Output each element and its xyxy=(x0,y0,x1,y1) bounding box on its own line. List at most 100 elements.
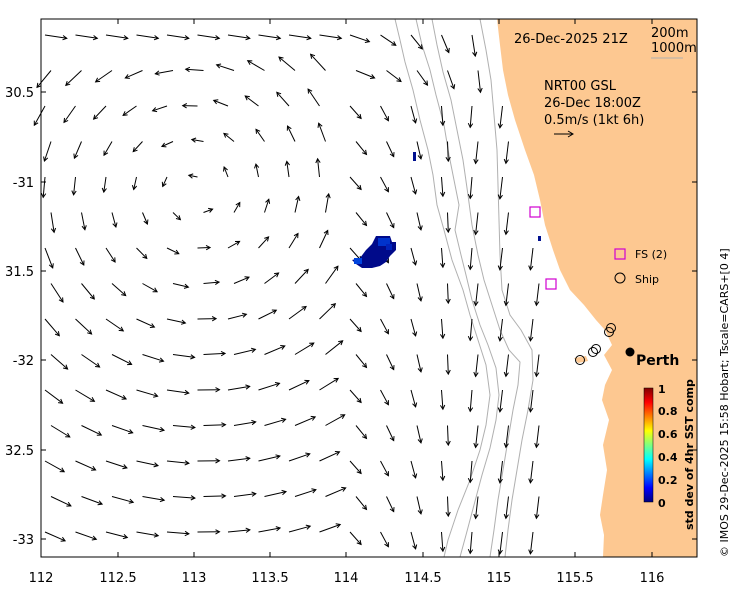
current-arrow-head xyxy=(389,294,395,300)
current-arrow-head xyxy=(79,260,85,266)
current-arrow-head xyxy=(92,35,99,41)
current-arrow-head xyxy=(417,509,423,515)
current-arrow xyxy=(44,34,67,39)
current-arrow xyxy=(278,56,296,71)
colorbar-tick: 0.6 xyxy=(658,428,678,441)
current-arrow xyxy=(172,212,181,221)
product-time: 26-Dec 18:00Z xyxy=(544,96,641,111)
current-arrow xyxy=(447,425,449,446)
colorbar-tick: 0.8 xyxy=(658,405,678,418)
current-arrow-head xyxy=(477,87,483,94)
current-arrow xyxy=(203,424,226,426)
current-arrow xyxy=(258,236,269,249)
current-arrow xyxy=(319,303,336,320)
current-arrow xyxy=(50,283,64,303)
current-arrow-head xyxy=(208,207,214,213)
y-tick: 30.5 xyxy=(5,86,34,101)
current-arrow-head xyxy=(417,296,423,302)
current-arrow-head xyxy=(190,495,196,501)
current-arrow xyxy=(410,318,417,337)
current-arrow-head xyxy=(384,329,389,335)
current-arrow-head xyxy=(497,407,503,413)
current-arrow xyxy=(505,212,509,235)
current-arrow-head xyxy=(112,222,118,228)
current-arrow xyxy=(319,524,341,533)
current-arrow xyxy=(288,306,307,320)
current-arrow xyxy=(258,309,277,320)
current-arrow xyxy=(380,34,397,46)
current-arrow xyxy=(264,199,270,213)
current-arrow-head xyxy=(445,156,451,163)
current-arrow xyxy=(233,276,250,284)
current-arrow-head xyxy=(205,244,212,251)
current-arrow xyxy=(325,193,330,213)
current-arrow xyxy=(111,283,127,296)
current-arrow xyxy=(441,105,444,126)
x-tick: 112 xyxy=(29,571,54,586)
x-tick: 113.5 xyxy=(251,571,288,586)
current-arrow-head xyxy=(364,38,371,43)
current-arrow-head xyxy=(245,384,251,390)
current-arrow xyxy=(386,212,395,228)
current-arrow xyxy=(75,460,96,471)
current-arrow-head xyxy=(271,309,278,315)
current-arrow-head xyxy=(445,369,451,376)
current-arrow xyxy=(416,425,422,444)
current-arrow xyxy=(166,247,180,255)
current-arrow xyxy=(50,354,68,370)
current-arrow xyxy=(185,68,204,71)
current-arrow xyxy=(355,70,375,79)
current-arrow-head xyxy=(439,333,446,340)
current-arrow xyxy=(73,176,76,195)
current-arrow xyxy=(258,382,280,391)
current-arrow xyxy=(355,212,367,226)
current-arrow-head xyxy=(73,153,79,160)
current-arrow xyxy=(294,196,300,213)
current-arrow-head xyxy=(211,316,218,322)
current-arrow-head xyxy=(304,379,310,385)
current-arrow xyxy=(477,70,481,93)
current-arrow xyxy=(325,487,346,497)
current-arrow xyxy=(355,425,367,439)
current-arrow-head xyxy=(255,128,261,134)
current-arrow-head xyxy=(467,548,474,555)
current-arrow-head xyxy=(143,219,149,225)
current-arrow xyxy=(125,70,143,79)
current-arrow xyxy=(136,531,159,537)
current-arrow-head xyxy=(250,347,257,353)
current-arrow-head xyxy=(159,426,166,433)
current-arrow-head xyxy=(221,422,227,428)
current-arrow xyxy=(386,354,395,370)
current-arrow-head xyxy=(276,91,282,97)
current-arrow xyxy=(172,354,195,358)
current-arrow-head xyxy=(295,195,301,202)
current-arrow xyxy=(255,129,265,142)
current-arrow xyxy=(155,70,174,75)
current-arrow-head xyxy=(149,323,156,328)
current-arrow xyxy=(286,161,290,178)
current-arrow-head xyxy=(223,166,228,172)
current-arrow xyxy=(319,230,329,249)
current-arrow-head xyxy=(473,442,479,449)
current-arrow-head xyxy=(264,236,270,242)
current-arrow-head xyxy=(325,192,331,199)
current-arrow xyxy=(535,283,540,306)
colorbar-label: std dev of 4hr SST comp xyxy=(683,379,696,530)
current-arrow xyxy=(136,318,155,328)
current-arrow-head xyxy=(174,249,180,255)
current-arrow xyxy=(535,496,540,519)
current-arrow xyxy=(258,527,281,533)
current-arrow-head xyxy=(333,377,340,383)
current-arrow-head xyxy=(97,500,104,506)
current-arrow-head xyxy=(528,265,534,271)
current-arrow-head xyxy=(212,99,219,105)
current-arrow-head xyxy=(36,82,42,89)
current-arrow xyxy=(136,389,158,397)
current-arrow xyxy=(216,64,235,71)
current-arrow-head xyxy=(391,41,397,46)
current-arrow-head xyxy=(389,365,395,371)
current-arrow-head xyxy=(389,436,395,442)
current-arrow xyxy=(469,247,473,270)
current-arrow xyxy=(410,460,417,479)
current-arrow-head xyxy=(503,229,509,236)
